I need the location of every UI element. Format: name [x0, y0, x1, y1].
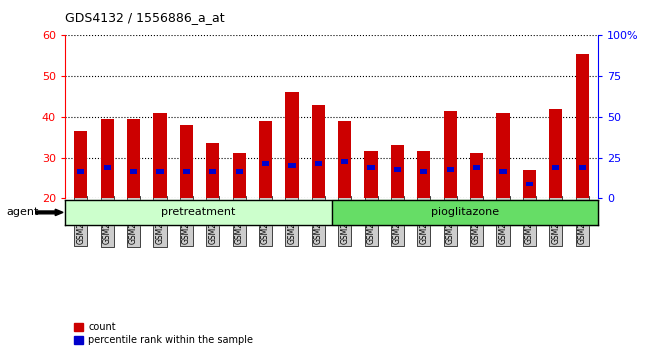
Bar [101, 119, 114, 198]
Bar [65, 200, 332, 225]
Bar [473, 165, 480, 170]
Bar [315, 161, 322, 166]
Bar [578, 165, 586, 170]
Bar [552, 165, 560, 170]
Bar [417, 152, 430, 198]
Bar [332, 200, 598, 225]
Bar [262, 161, 269, 166]
Bar [444, 111, 457, 198]
Legend: count, percentile rank within the sample: count, percentile rank within the sample [70, 319, 257, 349]
Bar [499, 169, 506, 174]
Bar [183, 169, 190, 174]
Text: pioglitazone: pioglitazone [431, 207, 499, 217]
Bar [575, 54, 589, 198]
Bar [367, 165, 374, 170]
Bar [523, 170, 536, 198]
Bar [285, 92, 298, 198]
Bar [259, 121, 272, 198]
Text: pretreatment: pretreatment [161, 207, 235, 217]
Bar [391, 145, 404, 198]
Bar [447, 167, 454, 172]
Text: agent: agent [6, 207, 39, 217]
Bar [103, 165, 111, 170]
Bar [74, 131, 88, 198]
Bar [209, 169, 216, 174]
Bar [549, 109, 562, 198]
Bar [180, 125, 193, 198]
Bar [497, 113, 510, 198]
Bar [233, 154, 246, 198]
Bar [365, 152, 378, 198]
Bar [127, 119, 140, 198]
Text: GDS4132 / 1556886_a_at: GDS4132 / 1556886_a_at [65, 11, 225, 24]
Bar [394, 167, 401, 172]
Bar [341, 159, 348, 164]
Bar [157, 169, 164, 174]
Bar [420, 169, 428, 174]
Bar [526, 182, 533, 187]
Bar [470, 154, 483, 198]
Bar [130, 169, 137, 174]
Bar [312, 105, 325, 198]
Bar [77, 169, 84, 174]
Bar [206, 143, 219, 198]
Bar [235, 169, 243, 174]
Bar [289, 163, 296, 168]
Bar [153, 113, 166, 198]
Bar [338, 121, 351, 198]
